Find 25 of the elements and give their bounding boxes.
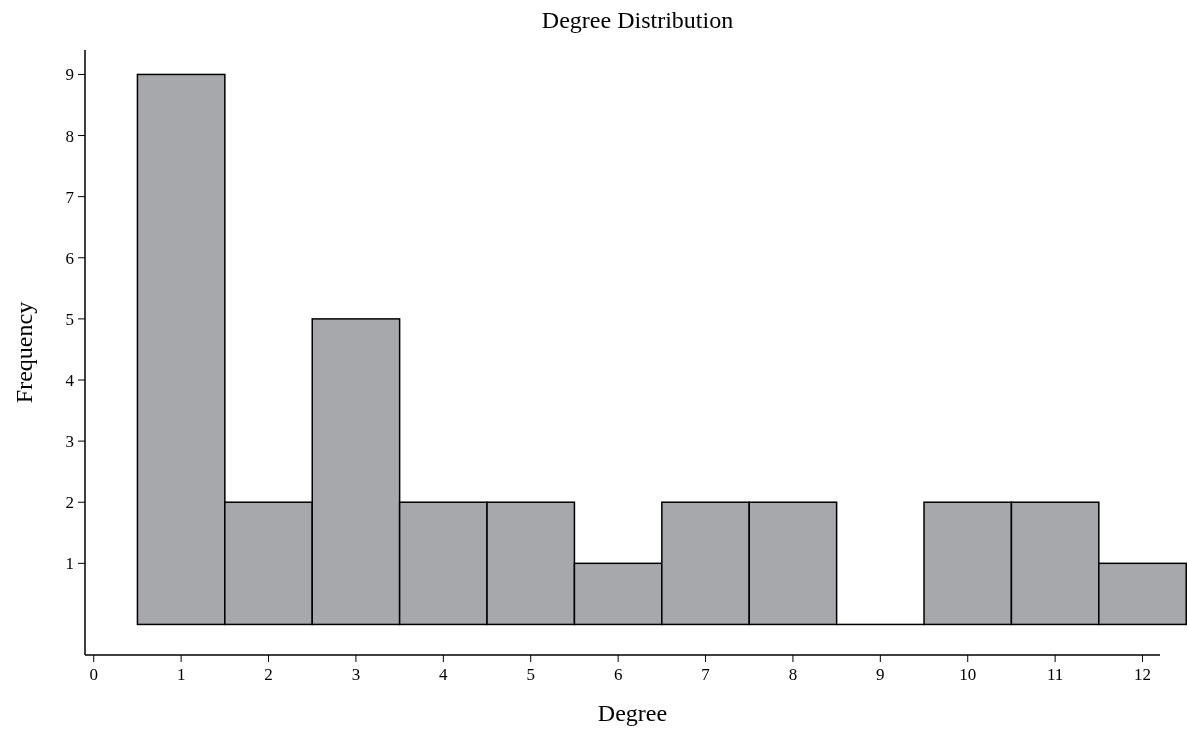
y-tick-label: 5 <box>65 309 74 329</box>
y-tick-label: 4 <box>65 370 75 390</box>
y-tick-label: 3 <box>65 432 74 452</box>
x-tick-label: 7 <box>701 665 711 684</box>
x-tick-label: 5 <box>526 665 535 684</box>
y-axis-title: Frequency <box>11 301 37 404</box>
y-tick-label: 9 <box>65 65 74 85</box>
y-tick-label: 6 <box>65 248 74 268</box>
y-tick-label: 2 <box>65 493 74 513</box>
x-tick-label: 0 <box>89 665 98 684</box>
y-tick-label: 8 <box>65 126 74 146</box>
x-tick-label: 6 <box>613 665 623 684</box>
x-tick-label: 4 <box>439 665 449 684</box>
x-tick-label: 10 <box>959 665 977 684</box>
x-tick-label: 1 <box>176 665 186 684</box>
x-tick-label: 3 <box>351 665 361 684</box>
x-tick-label: 2 <box>264 665 273 684</box>
x-tick-label: 11 <box>1046 665 1064 684</box>
y-tick-label: 7 <box>65 187 75 207</box>
y-tick-label: 1 <box>65 554 74 574</box>
chart-title: Degree Distribution <box>541 7 734 33</box>
x-axis-title: Degree <box>597 700 668 726</box>
x-tick-label: 8 <box>788 665 798 684</box>
x-tick-label: 12 <box>1134 665 1152 684</box>
x-tick-label: 9 <box>876 665 885 684</box>
